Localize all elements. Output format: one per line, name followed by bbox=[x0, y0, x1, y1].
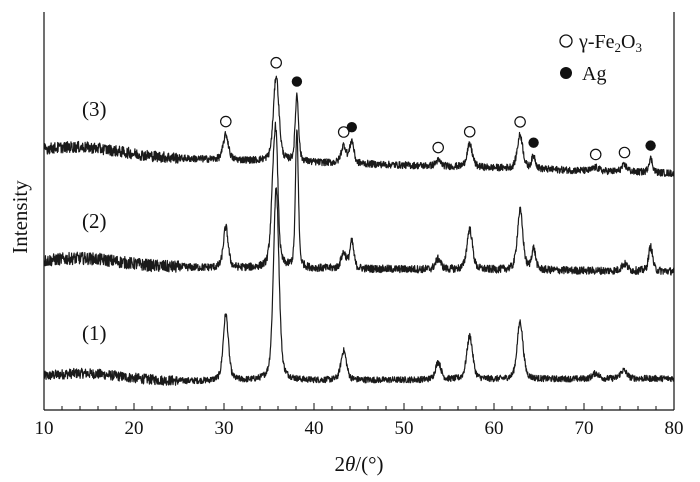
x-tick-label: 30 bbox=[215, 418, 234, 439]
x-tick-label: 80 bbox=[665, 418, 684, 439]
legend-label-gamma-fe2o3: γ-Fe2O3 bbox=[578, 31, 642, 55]
marker-gamma-fe2o3-10 bbox=[618, 146, 631, 159]
legend-gamma-part-2: O bbox=[621, 31, 635, 53]
x-tick-label: 60 bbox=[485, 418, 504, 439]
series-line-1 bbox=[43, 187, 675, 386]
marker-gamma-fe2o3-5 bbox=[432, 141, 444, 154]
x-tick-label: 40 bbox=[305, 418, 324, 439]
phase-markers-layer bbox=[220, 56, 656, 161]
x-tick-label: 20 bbox=[125, 418, 144, 439]
marker-gamma-fe2o3-9 bbox=[589, 148, 602, 161]
marker-gamma-fe2o3-6 bbox=[463, 125, 476, 138]
x-title-post: /(°) bbox=[355, 452, 383, 476]
legend-gamma-part-1: γ-Fe bbox=[578, 31, 615, 53]
marker-gamma-fe2o3-0 bbox=[220, 115, 232, 128]
legend-filled-circle-icon bbox=[560, 67, 572, 79]
x-title-theta: θ bbox=[345, 452, 355, 476]
marker-gamma-fe2o3-3 bbox=[337, 126, 350, 138]
series-label-1: (1) bbox=[82, 321, 107, 345]
x-tick-label: 10 bbox=[35, 418, 54, 439]
curves-layer bbox=[43, 75, 675, 386]
x-axis-title: 2θ/(°) bbox=[334, 452, 383, 476]
legend-gamma-sub-2: 3 bbox=[635, 40, 642, 55]
x-tick-label: 50 bbox=[395, 418, 414, 439]
marker-gamma-fe2o3-1 bbox=[270, 56, 282, 69]
series-label-2: (2) bbox=[82, 209, 107, 233]
legend: γ-Fe2O3 Ag bbox=[559, 31, 642, 85]
marker-ag-8 bbox=[528, 137, 539, 148]
series-line-2 bbox=[43, 121, 675, 276]
legend-label-ag: Ag bbox=[582, 63, 606, 85]
x-tick-label: 70 bbox=[575, 418, 594, 439]
marker-ag-4 bbox=[346, 121, 357, 133]
y-axis-title: Intensity bbox=[8, 180, 32, 254]
series-label-3: (3) bbox=[82, 97, 107, 121]
legend-gamma-sub-1: 2 bbox=[615, 40, 622, 55]
marker-ag-11 bbox=[645, 140, 656, 151]
legend-open-circle-icon bbox=[559, 34, 573, 48]
labels-layer: (1) (2) (3) bbox=[82, 97, 107, 345]
series-line-3 bbox=[43, 75, 675, 178]
x-title-pre: 2 bbox=[334, 452, 345, 476]
marker-gamma-fe2o3-7 bbox=[514, 116, 526, 128]
marker-ag-2 bbox=[291, 76, 303, 87]
